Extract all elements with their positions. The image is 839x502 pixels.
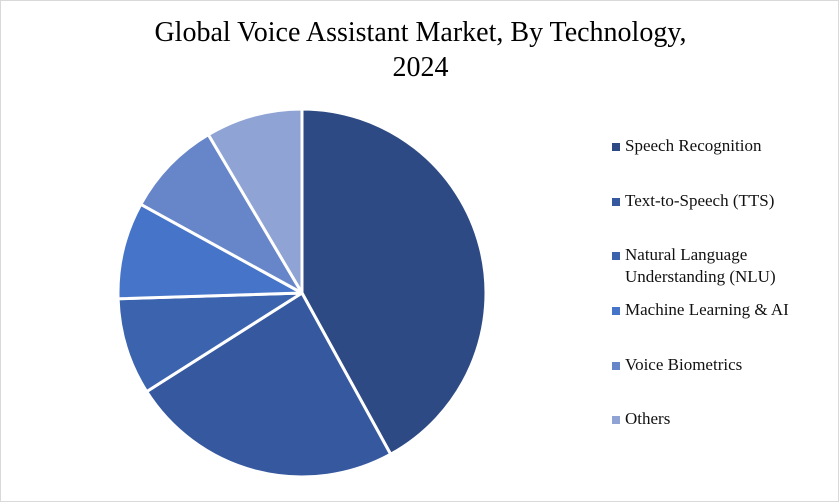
chart-title-line-1: Global Voice Assistant Market, By Techno… [154,17,687,48]
chart-title-line-2: 2024 [392,52,449,83]
legend-label-1-line-1: Speech Recognition [625,136,762,155]
legend-swatch-5 [612,362,620,370]
legend-label-6-line-1: Others [625,409,671,428]
legend-swatch-1 [612,143,620,151]
chart-title: Global Voice Assistant Market, By Techno… [21,15,820,85]
legend-label-3-line-1: Natural Language [625,245,748,264]
legend-label-3-line-2: Understanding (NLU) [625,267,776,286]
legend: Speech Recognition Text-to-Speech (TTS) Na… [612,1,832,501]
legend-swatch-4 [612,307,620,315]
legend-swatch-2 [612,198,620,206]
legend-swatch-6 [612,416,620,424]
pie-slice-3 [116,291,304,394]
pie-slice-2 [145,291,393,479]
legend-label-2-line-1: Text-to-Speech (TTS) [625,191,775,210]
legend-swatch-3 [612,252,620,260]
legend-label-5-line-1: Voice Biometrics [625,355,743,374]
pie-slice-5 [139,133,304,295]
pie-slice-6 [206,107,304,295]
pie-slice-1 [300,107,488,456]
pie-slice-4 [116,202,304,301]
legend-label-4-line-1: Machine Learning & AI [625,300,789,319]
